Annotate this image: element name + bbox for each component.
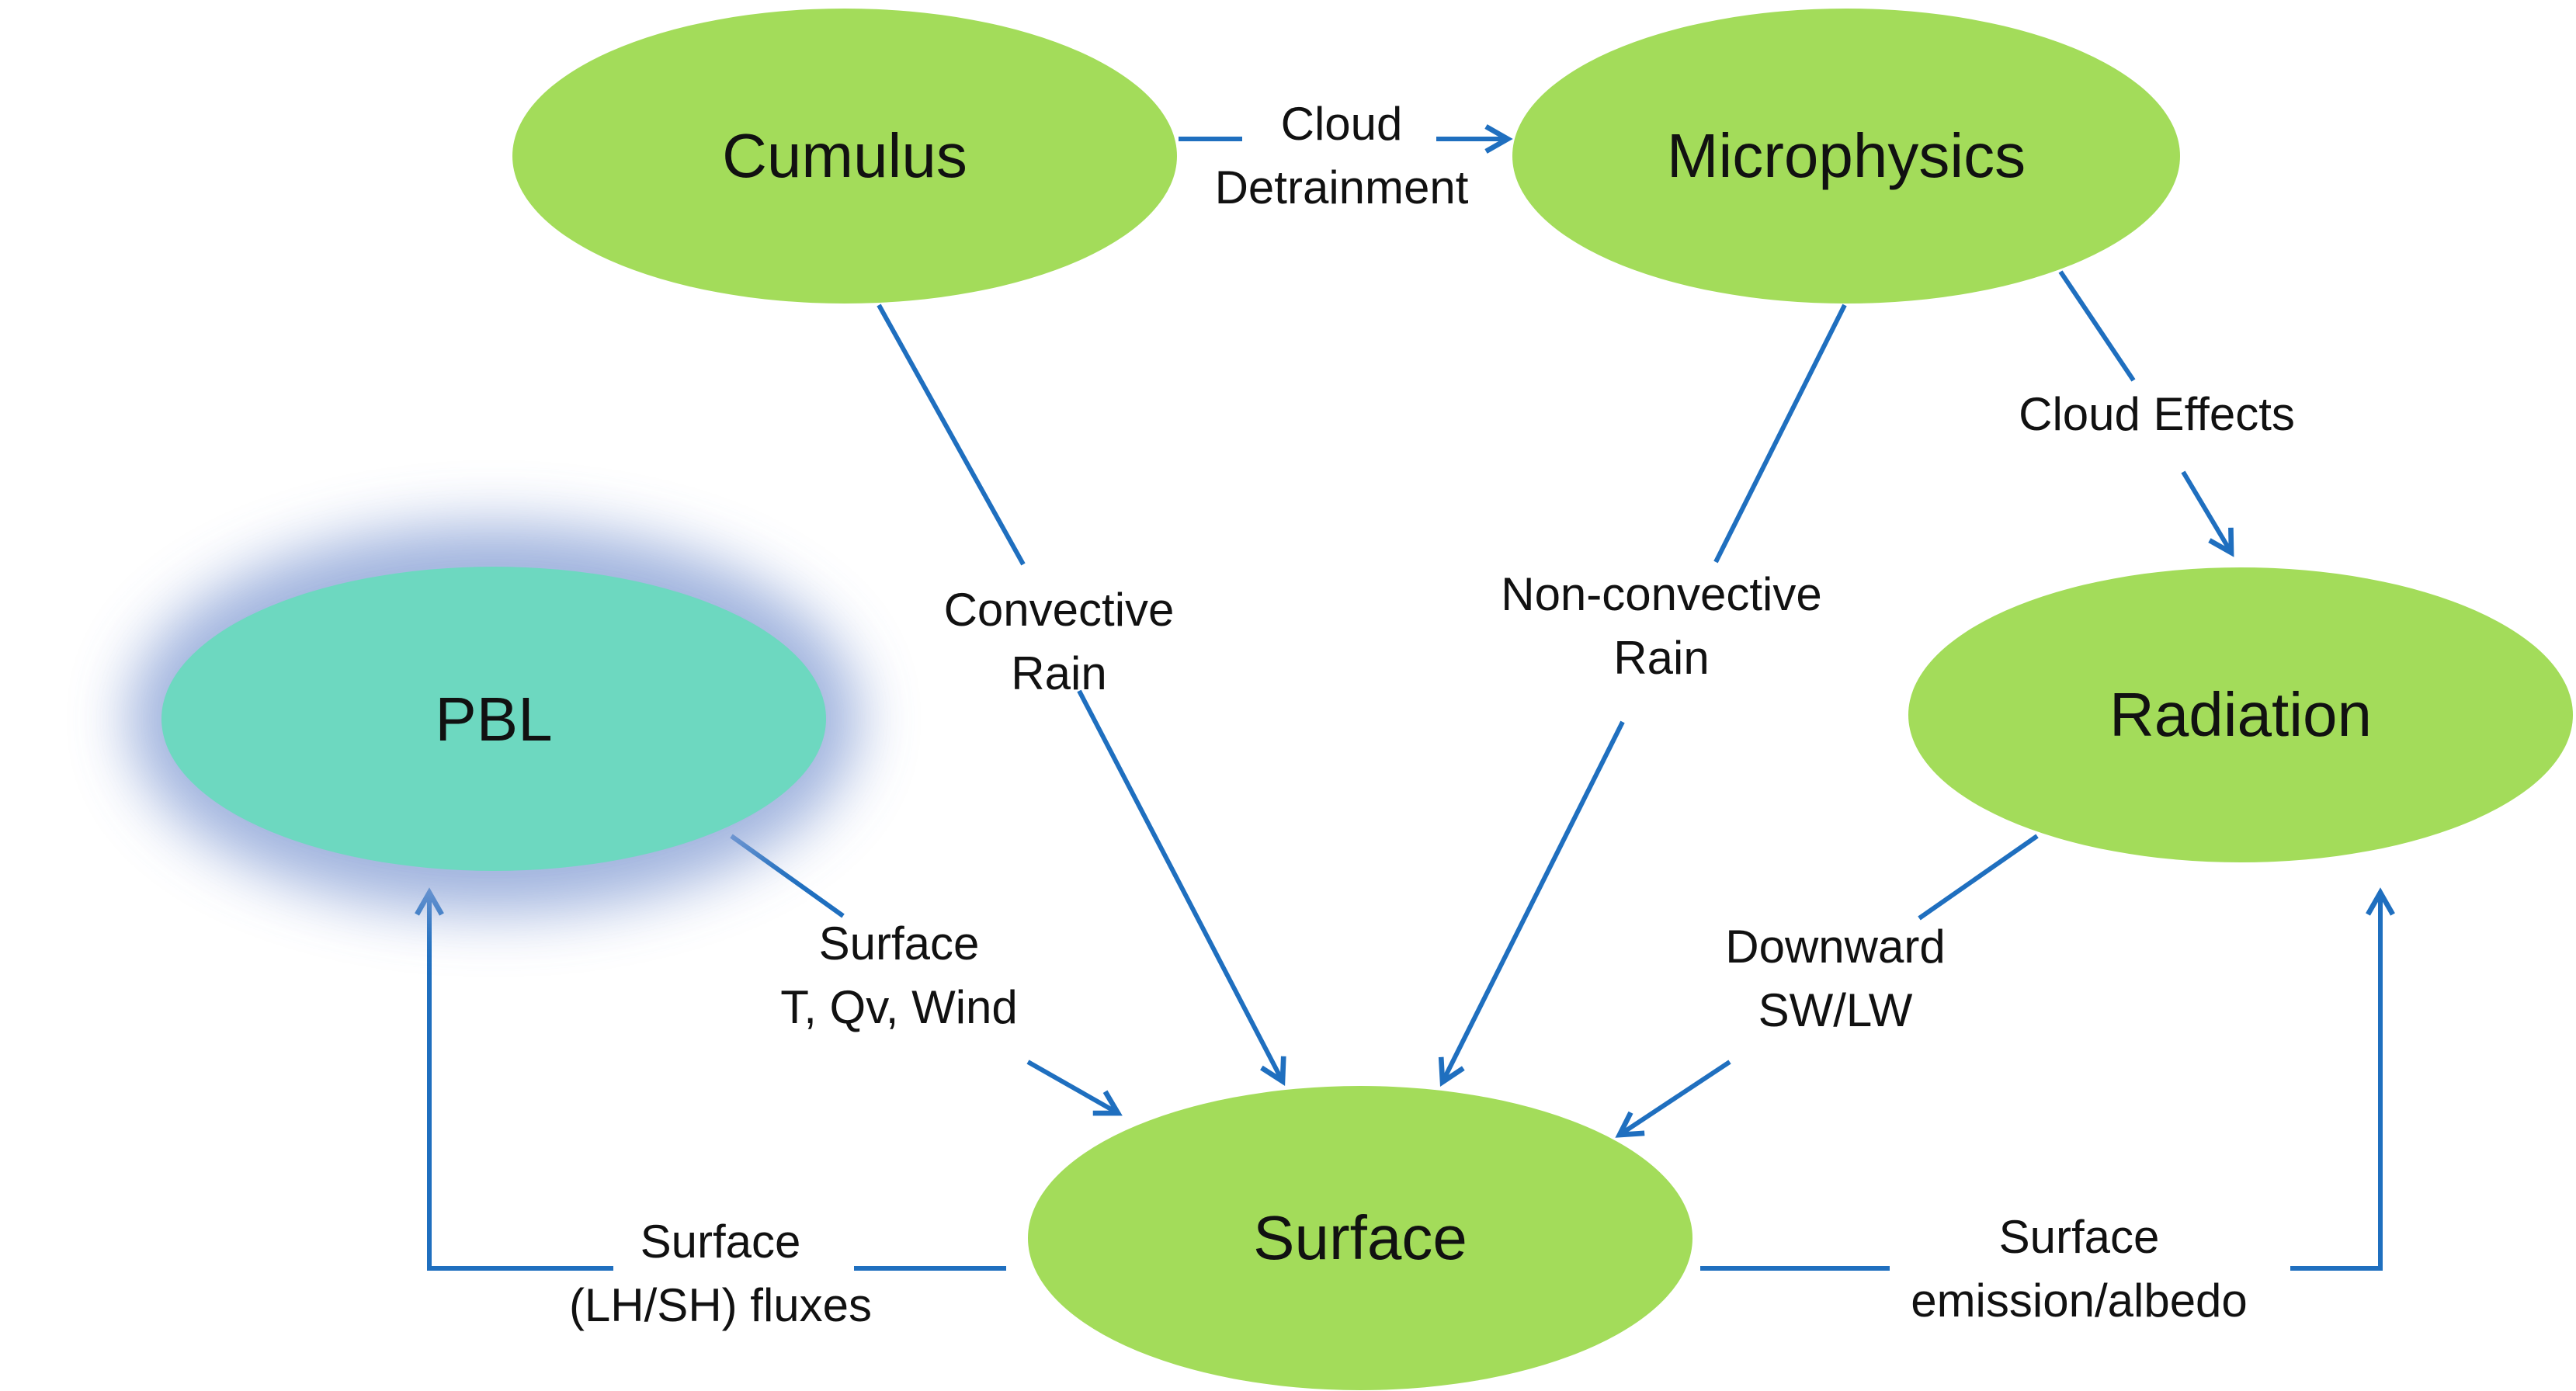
- microphysics-label: Microphysics: [1667, 121, 2026, 190]
- cumulus-label: Cumulus: [722, 121, 967, 190]
- node-microphysics: Microphysics: [1512, 9, 2180, 304]
- nonconvective-rain-arrow: [1438, 720, 1625, 1087]
- cloud-effects-arrow: [2181, 470, 2234, 557]
- cloud-effects-line-a: [2058, 270, 2136, 382]
- convective-rain-line-a: [877, 304, 1026, 566]
- edge-labels: Cloud Detrainment Convective Rain Non-co…: [569, 98, 2295, 1331]
- surface-fluxes-arrow: [415, 887, 613, 1271]
- downward-swlw-label-2: SW/LW: [1758, 984, 1913, 1036]
- connectors: [415, 124, 2395, 1271]
- cloud-detrainment-label-1: Cloud: [1281, 98, 1403, 150]
- nonconvective-rain-label-2: Rain: [1613, 632, 1709, 684]
- surface-tqv-label-1: Surface: [819, 918, 980, 970]
- microphysics-ellipse: [1512, 9, 2180, 304]
- node-radiation: Radiation: [1908, 567, 2573, 862]
- surface-fluxes-label-2: (LH/SH) fluxes: [569, 1279, 872, 1331]
- node-cumulus: Cumulus: [512, 9, 1177, 304]
- downward-swlw-label-1: Downward: [1725, 921, 1945, 973]
- convective-rain-label-2: Rain: [1011, 647, 1106, 699]
- surface-emission-arrow: [2290, 887, 2395, 1271]
- downward-swlw-line-a: [1918, 834, 2039, 921]
- convective-rain-arrow: [1077, 689, 1286, 1086]
- surface-emission-label-1: Surface: [1999, 1211, 2160, 1263]
- downward-swlw-arrow: [1615, 1060, 1731, 1138]
- surface-tqv-label-2: T, Qv, Wind: [780, 981, 1018, 1033]
- radiation-label: Radiation: [2109, 680, 2372, 749]
- surface-ellipse: [1028, 1086, 1692, 1390]
- surface-emission-label-2: emission/albedo: [1911, 1275, 2248, 1327]
- nonconvective-rain-line-a: [1713, 304, 1847, 564]
- radiation-ellipse: [1908, 567, 2573, 862]
- cloud-effects-label: Cloud Effects: [2019, 388, 2295, 440]
- surface-fluxes-label-1: Surface: [641, 1216, 801, 1268]
- surface-tqv-arrow: [1026, 1060, 1123, 1116]
- node-pbl: PBL: [129, 525, 859, 913]
- surface-label: Surface: [1253, 1203, 1467, 1272]
- nonconvective-rain-label-1: Non-convective: [1501, 568, 1822, 620]
- pbl-ellipse: [161, 567, 826, 871]
- cloud-detrainment-label-2: Detrainment: [1215, 161, 1469, 213]
- convective-rain-label-1: Convective: [944, 584, 1175, 636]
- pbl-label: PBL: [435, 685, 552, 754]
- node-surface: Surface: [1028, 1086, 1692, 1390]
- cumulus-ellipse: [512, 9, 1177, 304]
